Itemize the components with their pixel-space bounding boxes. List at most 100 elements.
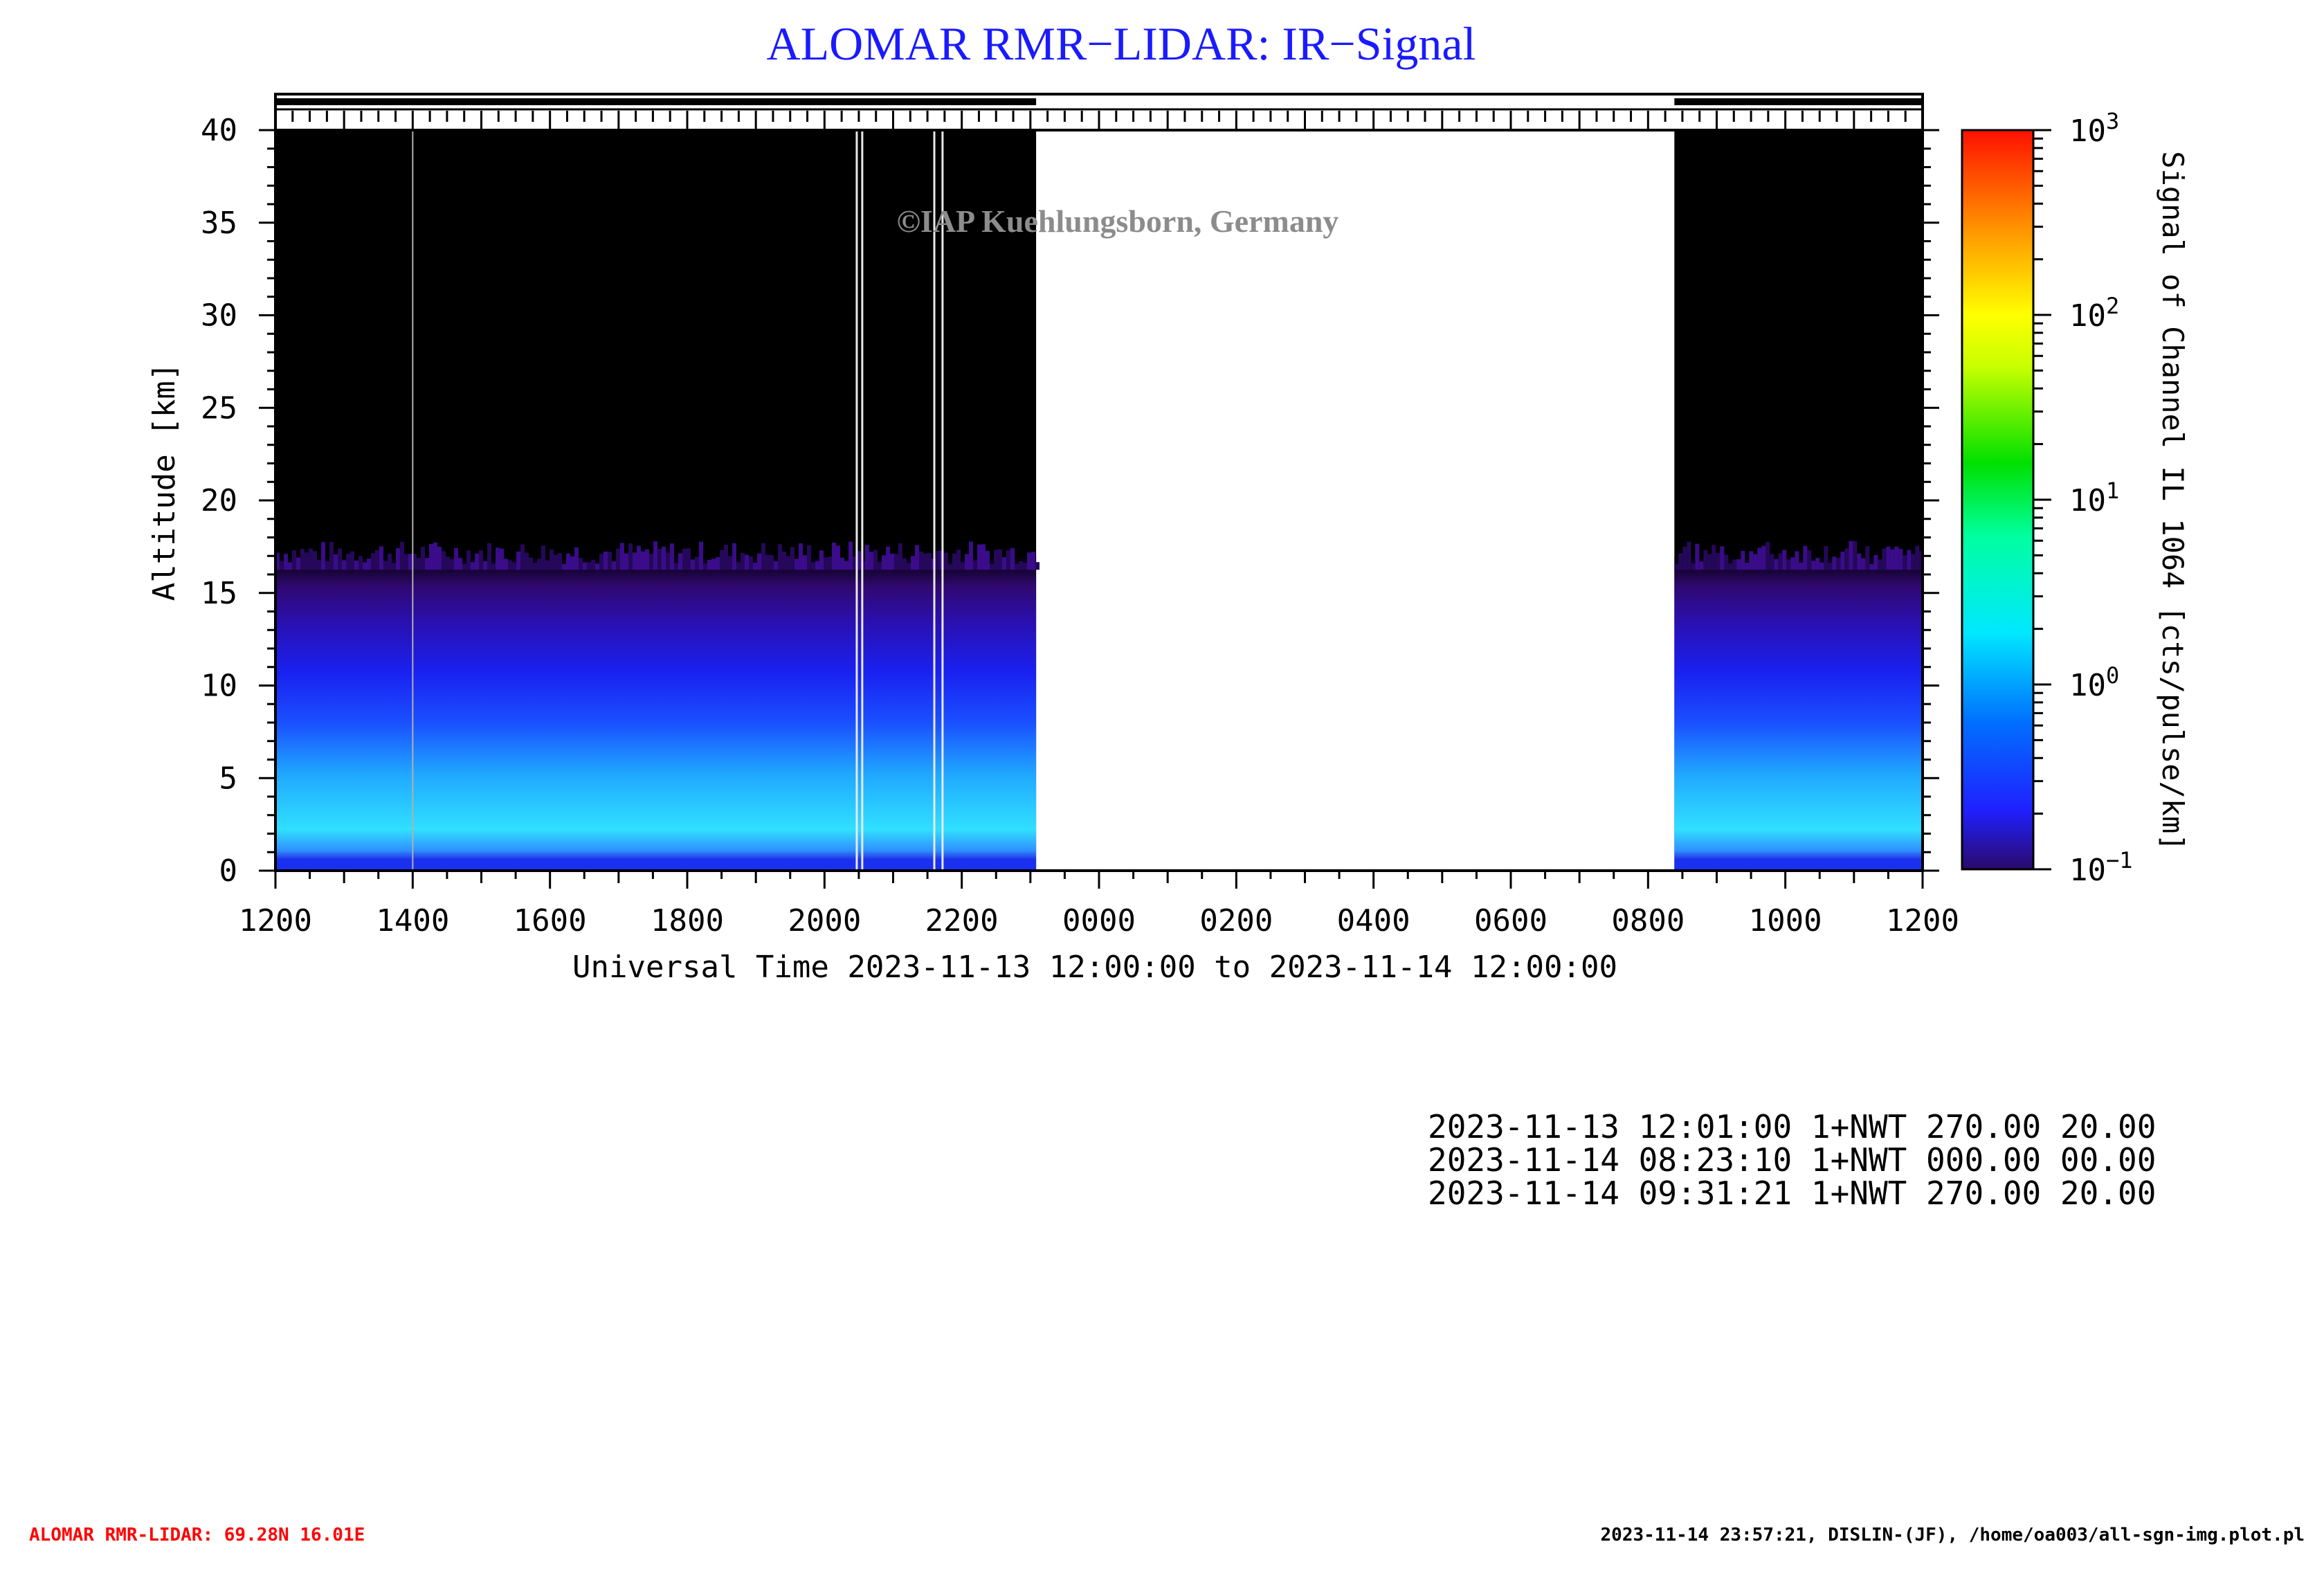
signal-edge-noise — [574, 547, 579, 570]
signal-edge-noise — [815, 561, 819, 570]
signal-edge-noise — [819, 550, 824, 570]
signal-edge-noise — [520, 544, 525, 570]
signal-edge-noise — [554, 554, 558, 570]
signal-edge-noise — [1035, 562, 1040, 570]
signal-edge-noise — [446, 556, 450, 570]
signal-edge-noise — [529, 557, 533, 570]
signal-edge-noise — [1678, 553, 1683, 570]
signal-edge-noise — [599, 554, 603, 570]
x-tick-label: 1400 — [376, 903, 449, 938]
signal-edge-noise — [711, 559, 716, 570]
signal-edge-noise — [579, 558, 583, 570]
signal-edge-noise — [699, 541, 703, 570]
signal-edge-noise — [915, 545, 919, 570]
signal-edge-noise — [1824, 546, 1828, 570]
signal-edge-noise — [479, 550, 483, 570]
signal-edge-noise — [1006, 550, 1010, 570]
y-axis-label: Altitude [km] — [147, 363, 182, 601]
signal-edge-noise — [1886, 546, 1891, 570]
y-tick-label: 20 — [201, 483, 237, 518]
x-tick-label: 0800 — [1611, 903, 1685, 938]
signal-edge-noise — [305, 552, 309, 570]
signal-edge-noise — [500, 548, 504, 570]
signal-edge-noise — [363, 562, 367, 570]
signal-edge-noise — [753, 563, 757, 570]
signal-edge-noise — [462, 564, 466, 570]
signal-edge-noise — [869, 552, 873, 570]
signal-edge-noise — [878, 562, 882, 570]
signal-edge-noise — [437, 546, 442, 570]
signal-edge-noise — [471, 562, 475, 570]
signal-edge-noise — [516, 551, 520, 570]
signal-edge-noise — [545, 560, 550, 570]
signal-edge-noise — [570, 556, 574, 570]
signal-edge-noise — [911, 556, 915, 570]
signal-edge-noise — [882, 555, 886, 570]
signal-edge-noise — [1736, 559, 1741, 570]
signal-edge-noise — [948, 564, 952, 570]
signal-edge-noise — [425, 558, 429, 570]
signal-edge-noise — [853, 556, 857, 570]
signal-edge-noise — [1828, 562, 1833, 570]
signal-edge-noise — [1819, 562, 1824, 570]
signal-edge-noise — [533, 563, 537, 570]
signal-edge-noise — [1865, 546, 1870, 570]
colorbar-ticks: 10−1 100 101 102 103 — [1961, 108, 2133, 888]
signal-edge-noise — [961, 562, 965, 570]
signal-edge-noise — [608, 552, 612, 570]
signal-edge-noise — [898, 543, 902, 570]
signal-edge-noise — [412, 553, 417, 570]
signal-edge-noise — [836, 545, 840, 570]
signal-edge-noise — [392, 563, 396, 570]
signal-edge-noise — [990, 563, 994, 570]
colorbar — [1962, 130, 2033, 869]
signal-edge-noise — [379, 546, 383, 570]
signal-edge-noise — [1786, 559, 1791, 570]
signal-edge-noise — [300, 548, 305, 570]
signal-edge-noise — [857, 551, 861, 570]
plot-area — [275, 130, 1924, 871]
signal-edge-noise — [583, 562, 587, 570]
signal-edge-noise — [824, 557, 828, 570]
signal-edge-noise — [1732, 559, 1737, 570]
x-tick-label: 0000 — [1062, 903, 1136, 938]
signal-edge-noise — [1782, 550, 1787, 570]
signal-edge-noise — [799, 543, 803, 570]
signal-edge-noise — [487, 543, 491, 570]
y-tick-label: 15 — [201, 576, 237, 611]
signal-edge-noise — [1907, 550, 1912, 570]
signal-edge-noise — [1682, 546, 1687, 570]
signal-edge-noise — [770, 554, 774, 570]
signal-edge-noise — [1023, 563, 1027, 570]
signal-edge-noise — [358, 556, 363, 570]
x-tick-label: 0200 — [1199, 903, 1273, 938]
footer-station: ALOMAR RMR-LIDAR: 69.28N 16.01E — [29, 1525, 365, 1545]
signal-edge-noise — [508, 560, 512, 570]
signal-edge-noise — [994, 550, 998, 570]
signal-edge-noise — [408, 554, 412, 570]
signal-edge-noise — [421, 546, 425, 570]
signal-edge-noise — [894, 554, 898, 570]
signal-edge-noise — [371, 553, 375, 570]
signal-edge-noise — [591, 559, 595, 570]
x-tick-label: 1600 — [514, 903, 587, 938]
x-tick-label: 0600 — [1474, 903, 1547, 938]
coverage-strip — [274, 93, 1924, 131]
signal-edge-noise — [1027, 552, 1031, 570]
signal-edge-noise — [1799, 562, 1804, 570]
signal-edge-noise — [1903, 555, 1907, 570]
y-tick-label: 30 — [201, 298, 237, 334]
signal-edge-noise — [653, 541, 657, 570]
signal-edge-noise — [1703, 550, 1708, 570]
signal-edge-noise — [703, 563, 707, 570]
signal-edge-noise — [1898, 549, 1903, 570]
signal-edge-noise — [1691, 563, 1696, 570]
x-tick-labels: 1200 1400 1600 1800 2000 2200 0000 0200 0400 0600… — [239, 903, 1959, 938]
signal-edge-noise — [292, 550, 296, 570]
signal-edge-noise — [981, 544, 986, 570]
signal-edge-noise — [1687, 541, 1691, 570]
signal-edge-noise — [1815, 558, 1820, 570]
signal-edge-noise — [275, 552, 280, 570]
signal-edge-noise — [1844, 548, 1849, 570]
signal-edge-noise — [541, 545, 545, 570]
